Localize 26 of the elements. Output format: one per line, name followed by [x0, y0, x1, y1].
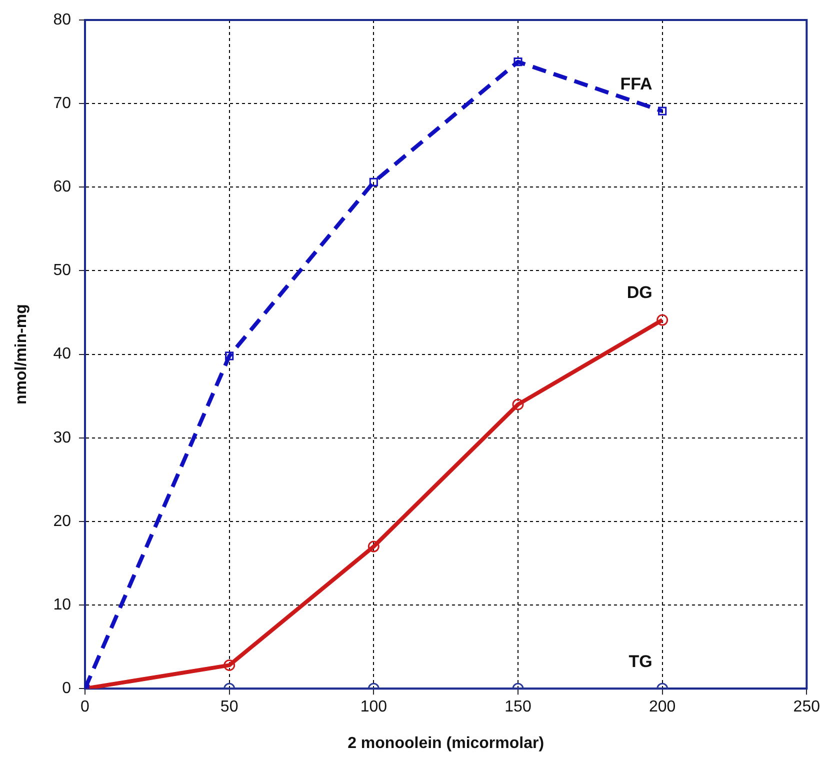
y-axis-title: nmol/min-mg	[13, 304, 30, 405]
point	[656, 314, 668, 326]
point	[225, 352, 234, 360]
y-tick-label: 40	[53, 346, 72, 363]
x-tick-label: 200	[648, 698, 676, 716]
x-tick-label: 50	[220, 698, 238, 716]
y-tick-label: 0	[62, 680, 72, 698]
point	[512, 398, 524, 410]
series-label: TG	[628, 652, 652, 671]
y-tick-label: 70	[53, 94, 72, 112]
y-tick-label: 10	[53, 596, 72, 614]
point	[514, 58, 522, 66]
point	[658, 106, 667, 116]
x-tick-label: 250	[793, 698, 820, 716]
y-tick-label: 80	[53, 11, 72, 28]
y-tick-label: 60	[53, 178, 72, 196]
y-tick-label: 30	[53, 429, 72, 446]
y-tick-label: 20	[53, 512, 72, 530]
x-tick-label: 100	[360, 698, 388, 716]
series-label: FFA	[620, 74, 652, 94]
y-tick-label: 50	[53, 262, 72, 280]
point	[369, 178, 378, 186]
x-tick-label: 0	[80, 698, 90, 716]
x-tick-label: 150	[504, 698, 532, 716]
x-axis-title: 2 monoolein (micormolar)	[348, 734, 544, 752]
series-label: DG	[626, 283, 652, 302]
